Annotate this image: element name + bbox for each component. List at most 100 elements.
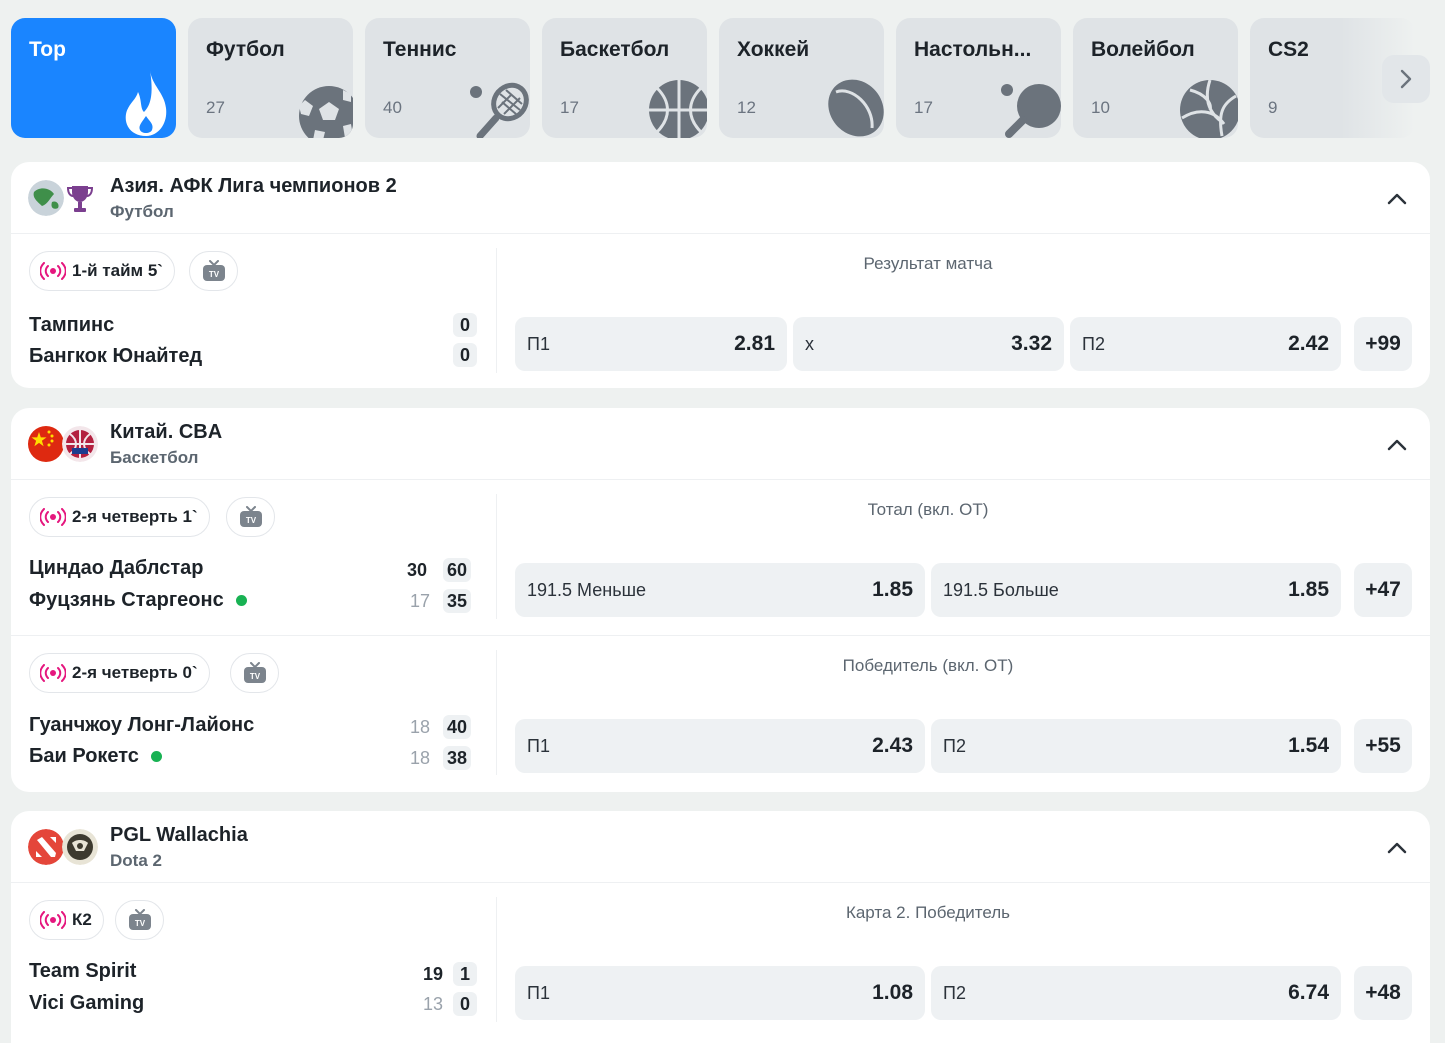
league-header[interactable]: PGL Wallachia Dota 2 [11,811,1430,883]
sport-tile-table-tennis[interactable]: Настольн... 17 [896,18,1061,138]
sport-tile-basketball[interactable]: Баскетбол 17 [542,18,707,138]
league-sport: Баскетбол [110,448,199,467]
event-row[interactable]: 1-й тайм 5` TV Тампинс Бангкок Юнайтед 0… [11,234,1430,388]
odd-button-p2[interactable]: П2 6.74 [931,966,1341,1020]
event-row[interactable]: 2-я четверть 0` TV Гуанчжоу Лонг-Лайонс … [11,635,1430,790]
event-row[interactable]: К2 TV Team Spirit Vici Gaming 19 13 1 0 … [11,883,1430,1038]
odd-value: 1.54 [1288,734,1329,757]
tennis-racket-icon [470,82,529,138]
sport-tile-label: Настольн... [914,38,1032,61]
tv-icon: TV [239,506,262,527]
live-status: 1-й тайм 5` [29,251,175,291]
tv-button[interactable]: TV [230,653,279,693]
sport-tile-label: CS2 [1268,38,1309,61]
period-score-home: 30 [407,560,428,580]
sport-tile-label: Top [29,38,66,61]
team-away: Vici Gaming [29,992,144,1015]
sport-tile-count: 27 [206,98,225,117]
score-home: 1 [453,962,477,986]
team-name: Фуцзянь Старгеонс [29,589,224,611]
league-header[interactable]: Азия. АФК Лига чемпионов 2 Футбол [11,162,1430,234]
more-markets-button[interactable]: +55 [1354,719,1412,773]
chevron-up-icon[interactable] [1384,835,1410,861]
chevron-right-icon [1400,69,1412,89]
tv-button[interactable]: TV [189,251,238,291]
period-score-home: 19 [423,964,444,984]
sport-tile-label: Волейбол [1091,38,1195,61]
team-name: Гуанчжоу Лонг-Лайонс [29,714,255,736]
odd-button-p1[interactable]: П1 1.08 [515,966,925,1020]
event-row[interactable]: 2-я четверть 1` TV Циндао Даблстар Фуцзя… [11,480,1430,635]
sport-tile-count: 17 [560,98,579,117]
ping-pong-paddle-icon [1001,84,1061,138]
soccer-ball-icon [299,86,353,138]
live-broadcast-icon [40,508,66,526]
live-broadcast-icon [40,664,66,682]
divider [496,650,497,775]
odd-button-p1[interactable]: П1 2.81 [515,317,787,371]
sport-tile-football[interactable]: Футбол 27 [188,18,353,138]
tv-icon: TV [128,909,151,930]
live-broadcast-icon [40,262,66,280]
flame-icon [125,70,167,136]
tv-button[interactable]: TV [115,900,164,940]
sport-tile-label: Футбол [206,38,285,61]
asia-globe-icon [28,180,64,216]
odd-value: 3.32 [1011,332,1052,355]
sport-tile-label: Баскетбол [560,38,670,61]
league-flags [28,180,100,218]
score-away: 0 [453,992,477,1016]
odd-value: 2.81 [734,332,775,355]
odd-value: 6.74 [1288,981,1329,1004]
more-markets-button[interactable]: +47 [1354,563,1412,617]
more-markets-button[interactable]: +48 [1354,966,1412,1020]
pgl-logo-icon [62,829,98,865]
odd-label: 191.5 Меньше [527,579,647,600]
odd-button-over[interactable]: 191.5 Больше 1.85 [931,563,1341,617]
sport-tile-label: Теннис [383,38,457,61]
league-card-afc: Азия. АФК Лига чемпионов 2 Футбол 1-й та… [11,162,1430,388]
odd-button-draw[interactable]: x 3.32 [793,317,1064,371]
svg-text:TV: TV [249,672,260,681]
sport-tile-tennis[interactable]: Теннис 40 [365,18,530,138]
odd-label: П2 [943,982,966,1003]
odd-button-p2[interactable]: П2 2.42 [1070,317,1341,371]
svg-text:TV: TV [208,270,219,279]
more-markets-button[interactable]: +99 [1354,317,1412,371]
team-away: Бангкок Юнайтед [29,345,202,368]
tiles-next-button[interactable] [1382,55,1430,103]
market-title: Карта 2. Победитель [845,903,1011,922]
league-header[interactable]: Китай. CBA Баскетбол [11,408,1430,480]
sport-tile-top[interactable]: Top [11,18,176,138]
odd-label: П1 [527,982,550,1003]
odd-button-under[interactable]: 191.5 Меньше 1.85 [515,563,925,617]
score-away: 35 [443,589,472,613]
period-score-home: 18 [410,717,431,737]
dota2-logo-icon [28,829,64,865]
league-sport: Dota 2 [110,851,162,870]
odd-label: П2 [943,735,966,756]
market-title: Результат матча [863,254,993,273]
live-broadcast-icon [40,911,66,929]
live-status-text: 2-я четверть 0` [72,663,198,682]
team-away: Фуцзянь Старгеонс [29,589,247,612]
team-home: Тампинс [29,314,114,337]
league-flags [28,829,100,867]
sport-tile-hockey[interactable]: Хоккей 12 [719,18,884,138]
divider [496,897,497,1022]
odd-button-p1[interactable]: П1 2.43 [515,719,925,773]
chevron-up-icon[interactable] [1384,186,1410,212]
odd-label: 191.5 Больше [943,579,1059,600]
hockey-puck-icon [828,79,884,137]
period-score-away: 13 [423,994,444,1014]
sport-tile-volleyball[interactable]: Волейбол 10 [1073,18,1238,138]
live-status-text: К2 [72,910,92,929]
svg-text:TV: TV [245,516,256,525]
tv-button[interactable]: TV [226,497,275,537]
league-card-cba: Китай. CBA Баскетбол 2-я четверть 1` TV … [11,408,1430,792]
basketball-icon [649,80,707,138]
tv-icon: TV [243,662,266,683]
chevron-up-icon[interactable] [1384,432,1410,458]
odd-button-p2[interactable]: П2 1.54 [931,719,1341,773]
sport-tile-label: Хоккей [737,38,810,61]
